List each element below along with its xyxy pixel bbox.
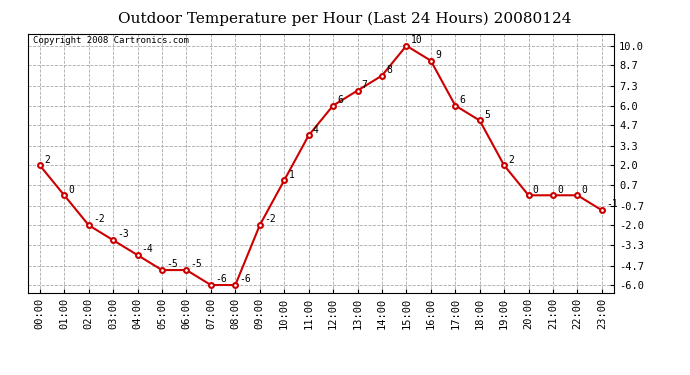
Text: -3: -3 (117, 230, 129, 239)
Text: 4: 4 (313, 124, 319, 135)
Text: 1: 1 (288, 170, 294, 180)
Text: -5: -5 (190, 259, 202, 269)
Text: -1: -1 (606, 200, 618, 210)
Text: 9: 9 (435, 50, 441, 60)
Text: -4: -4 (141, 244, 153, 254)
Text: 8: 8 (386, 65, 392, 75)
Text: 7: 7 (362, 80, 368, 90)
Text: 0: 0 (68, 184, 75, 195)
Text: 0: 0 (557, 184, 563, 195)
Text: Copyright 2008 Cartronics.com: Copyright 2008 Cartronics.com (34, 36, 189, 45)
Text: 0: 0 (533, 184, 539, 195)
Text: 6: 6 (460, 95, 465, 105)
Text: Outdoor Temperature per Hour (Last 24 Hours) 20080124: Outdoor Temperature per Hour (Last 24 Ho… (118, 11, 572, 26)
Text: 5: 5 (484, 110, 490, 120)
Text: 10: 10 (411, 35, 422, 45)
Text: 2: 2 (509, 154, 514, 165)
Text: -2: -2 (264, 214, 276, 224)
Text: -5: -5 (166, 259, 178, 269)
Text: -6: -6 (215, 274, 227, 284)
Text: 0: 0 (582, 184, 587, 195)
Text: -6: -6 (239, 274, 251, 284)
Text: 6: 6 (337, 95, 343, 105)
Text: -2: -2 (93, 214, 105, 224)
Text: 2: 2 (44, 154, 50, 165)
